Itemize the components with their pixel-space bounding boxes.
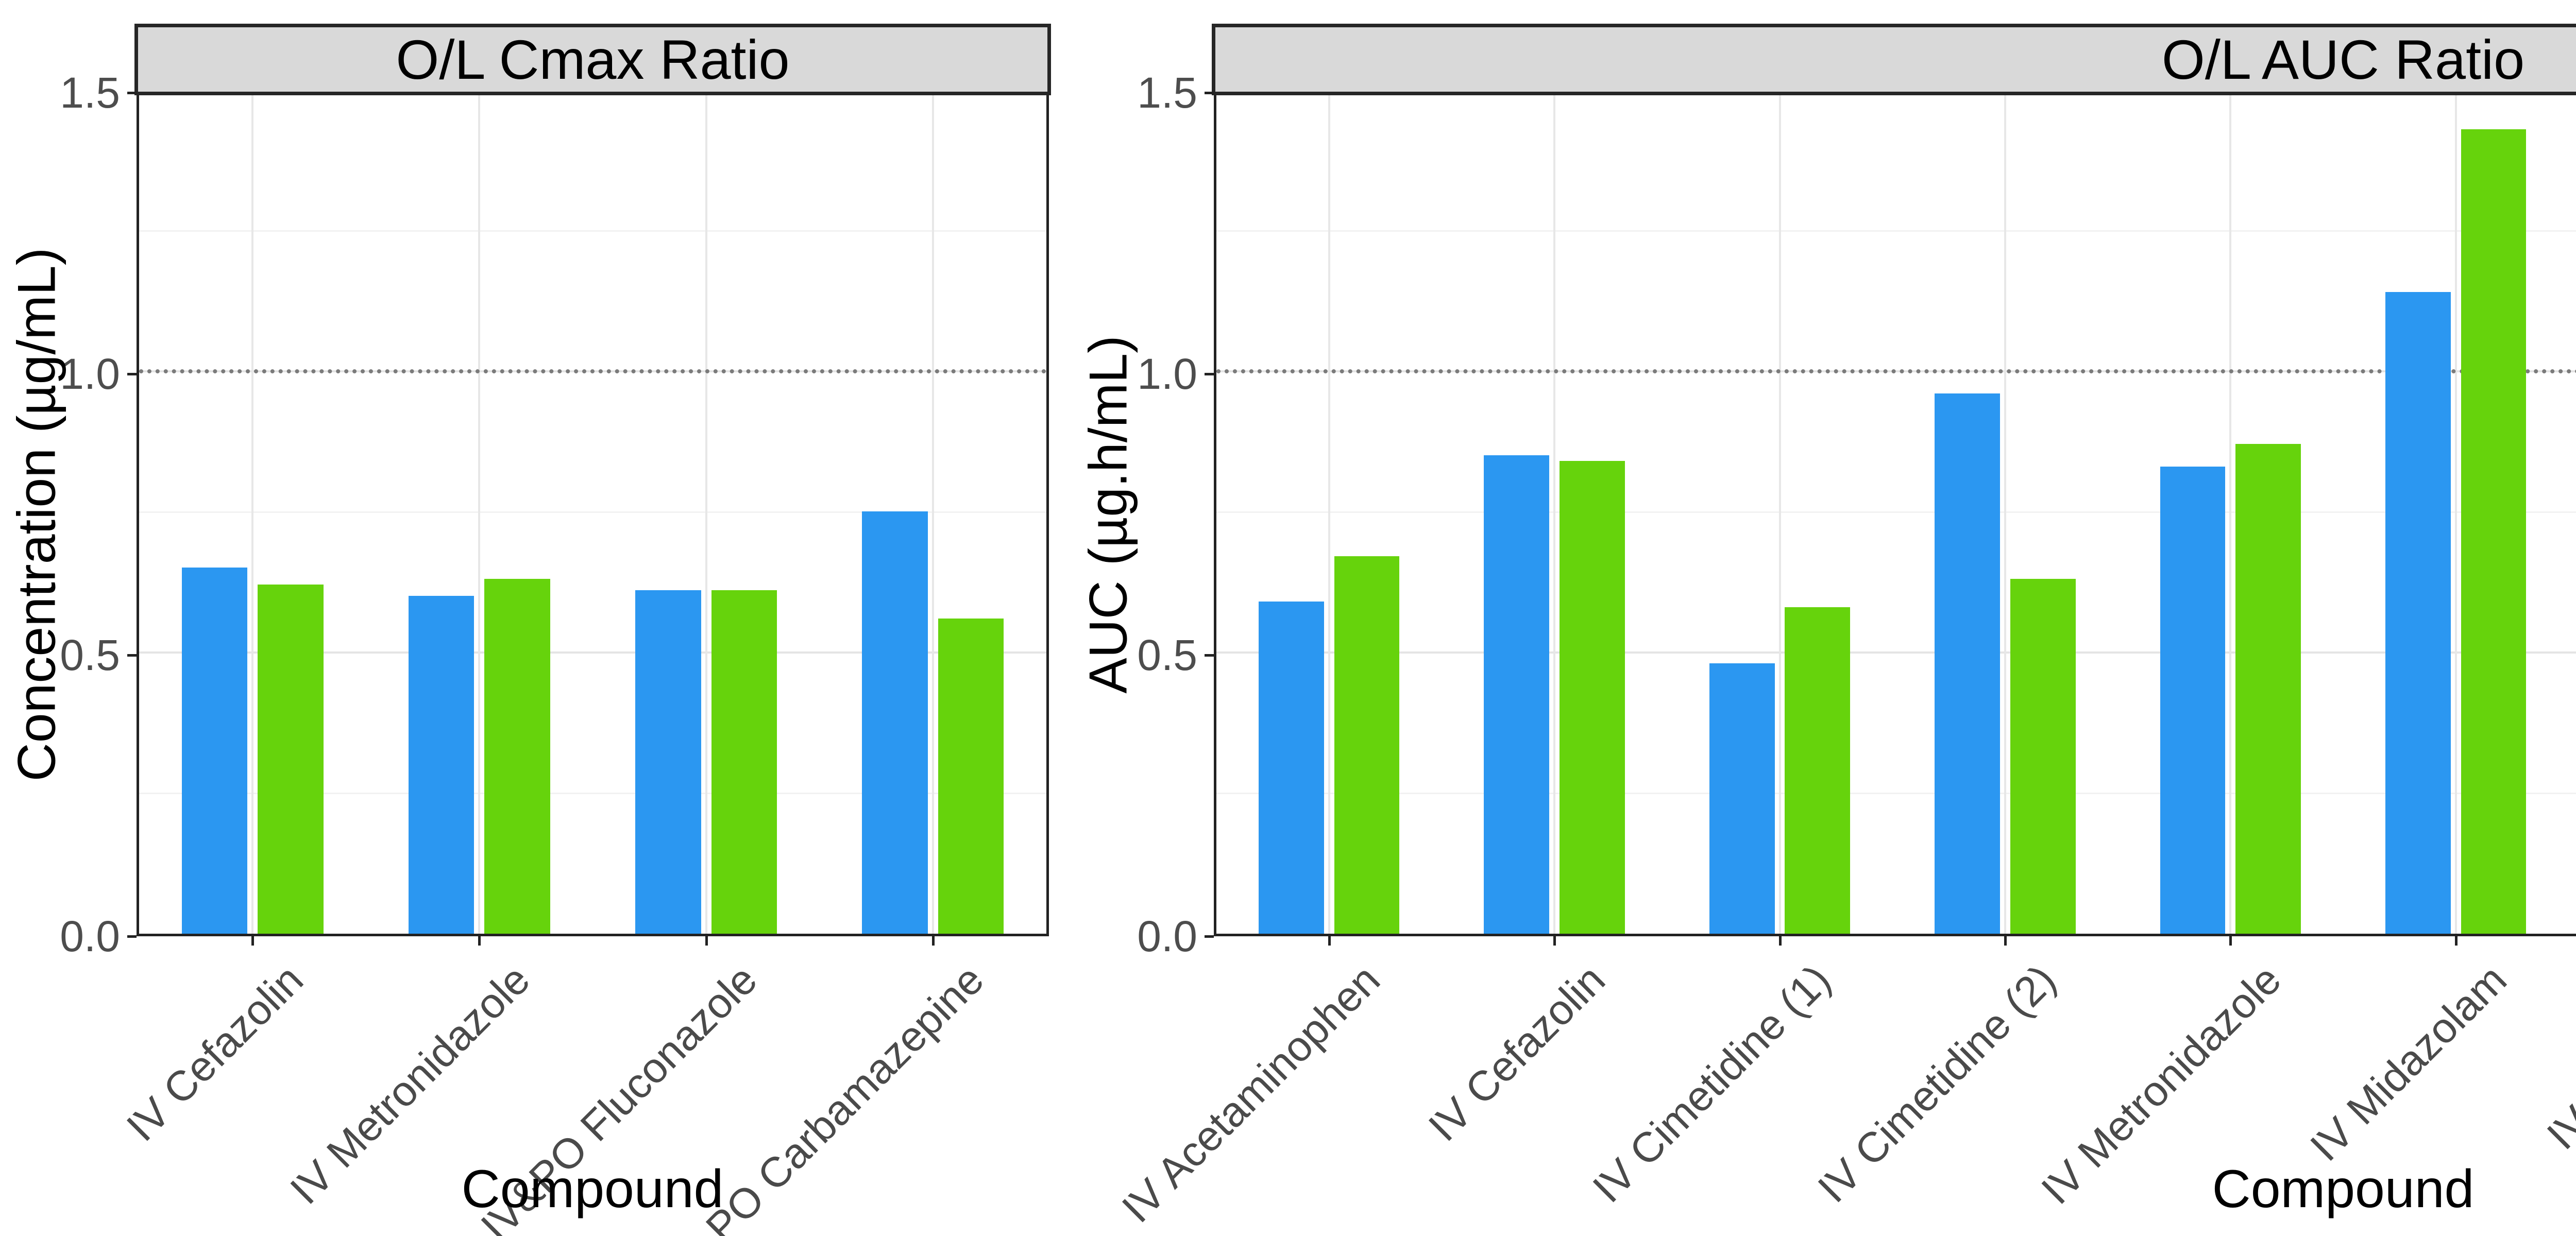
bar-predicted: [484, 579, 550, 934]
y-tick-label: 1.5: [60, 68, 120, 117]
bar-observed: [635, 590, 701, 934]
y-axis-title-cmax: Concentration (µg/mL): [7, 247, 67, 782]
gridline-minor: [1216, 230, 2576, 232]
y-tick-label: 1.0: [60, 350, 120, 398]
x-tick-mark: [2004, 936, 2007, 946]
y-tick-mark: [1205, 935, 1214, 938]
gridline-vertical: [1778, 95, 1781, 934]
y-tick-label: 1.5: [1137, 68, 1197, 117]
bar-predicted: [711, 590, 777, 934]
gridline-minor: [1216, 793, 2576, 794]
x-tick-mark: [705, 936, 708, 946]
y-tick-mark: [127, 373, 137, 375]
y-tick-mark: [1205, 654, 1214, 657]
y-tick-mark: [127, 935, 137, 938]
y-tick-label: 0.5: [60, 631, 120, 679]
gridline-vertical: [2454, 95, 2457, 934]
bar-observed: [1935, 393, 2001, 934]
facet-strip-auc: O/L AUC Ratio: [1212, 24, 2576, 95]
gridline-vertical: [2229, 95, 2232, 934]
bar-predicted: [1785, 607, 1851, 934]
bar-predicted: [1334, 556, 1400, 934]
bar-observed: [2385, 292, 2451, 934]
plot-area-cmax: [137, 93, 1049, 936]
gridline-minor: [139, 511, 1046, 513]
bar-predicted: [2010, 579, 2076, 934]
facet-strip-cmax: O/L Cmax Ratio: [134, 24, 1051, 95]
gridline-vertical: [2004, 95, 2006, 934]
bar-predicted: [2461, 129, 2527, 934]
x-tick-label: IV Cefazolin: [117, 956, 312, 1151]
y-tick-mark: [1205, 92, 1214, 94]
gridline-vertical: [1328, 95, 1330, 934]
x-tick-mark: [1328, 936, 1331, 946]
bar-observed: [1259, 601, 1324, 934]
x-tick-mark: [251, 936, 255, 946]
y-tick-label: 0.0: [1137, 912, 1197, 960]
gridline-major: [1216, 651, 2576, 654]
gridline-vertical: [1553, 95, 1556, 934]
gridline-major: [139, 651, 1046, 654]
reference-line: [139, 369, 1046, 373]
bar-observed: [1709, 663, 1775, 934]
bar-predicted: [2235, 444, 2301, 934]
x-axis-title-auc: Compound: [2212, 1159, 2475, 1219]
panel-title-auc: O/L AUC Ratio: [2161, 28, 2525, 91]
panel-title-cmax: O/L Cmax Ratio: [396, 28, 790, 91]
x-tick-mark: [1553, 936, 1556, 946]
gridline-vertical: [251, 95, 254, 934]
gridline-vertical: [705, 95, 707, 934]
x-axis-title-cmax: Compound: [461, 1159, 724, 1219]
bar-predicted: [938, 618, 1004, 934]
x-tick-mark: [2454, 936, 2458, 946]
bar-observed: [408, 595, 474, 934]
gridline-minor: [139, 793, 1046, 794]
gridline-minor: [1216, 511, 2576, 513]
bar-observed: [1484, 455, 1550, 934]
y-tick-mark: [127, 654, 137, 657]
bar-observed: [862, 511, 928, 934]
plot-area-auc: [1214, 93, 2576, 936]
x-tick-mark: [931, 936, 935, 946]
y-tick-mark: [127, 92, 137, 94]
bar-observed: [2160, 466, 2226, 934]
gridline-vertical: [931, 95, 934, 934]
x-tick-mark: [1778, 936, 1782, 946]
x-tick-mark: [2229, 936, 2232, 946]
x-tick-mark: [478, 936, 481, 946]
bar-predicted: [258, 585, 324, 934]
y-axis-title-auc: AUC (µg.h/mL): [1078, 335, 1139, 694]
bar-predicted: [1559, 460, 1625, 934]
gridline-minor: [139, 230, 1046, 232]
x-tick-label: IV Acetaminophen: [1113, 956, 1389, 1232]
y-tick-label: 0.5: [1137, 631, 1197, 679]
y-tick-label: 1.0: [1137, 350, 1197, 398]
y-tick-mark: [1205, 373, 1214, 375]
y-tick-label: 0.0: [60, 912, 120, 960]
bar-observed: [181, 568, 248, 934]
gridline-vertical: [478, 95, 481, 934]
reference-line: [1216, 369, 2576, 373]
